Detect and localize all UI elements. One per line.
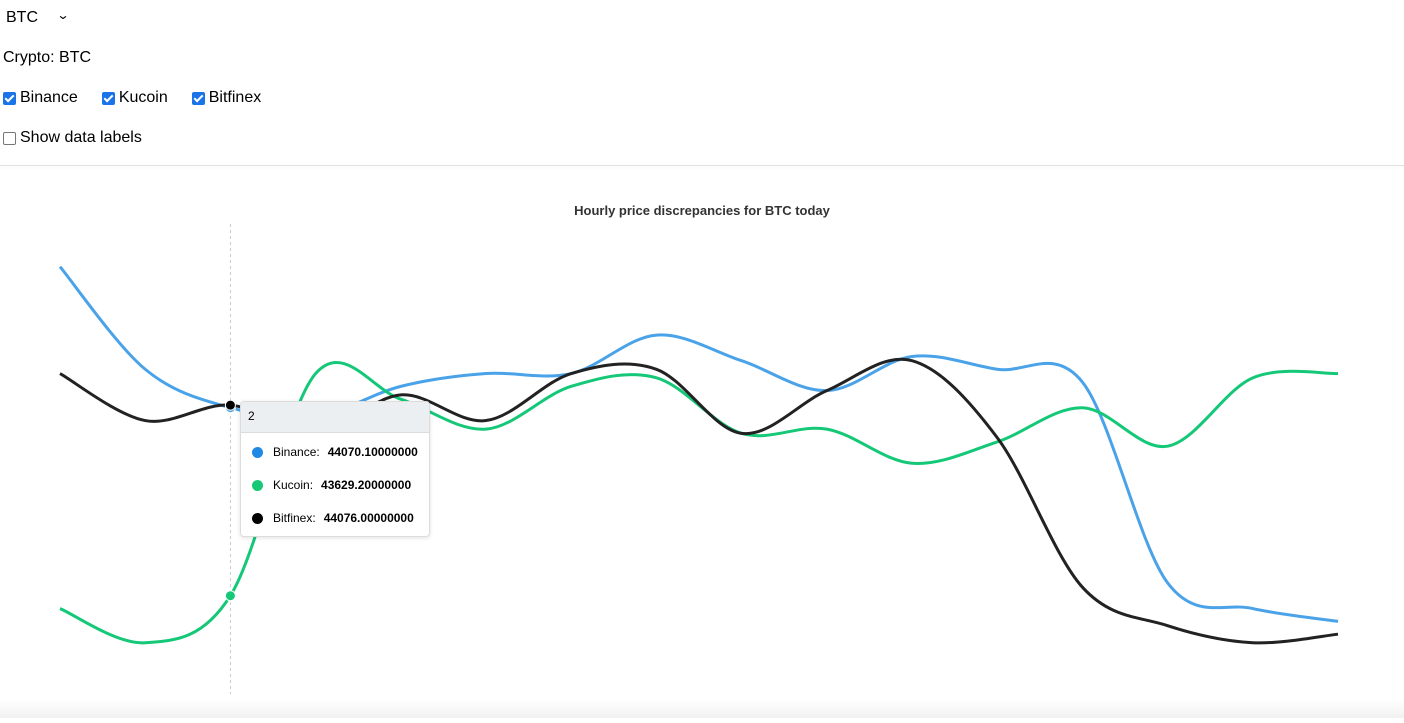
show-data-labels-row: Show data labels <box>3 129 166 147</box>
checkbox-unchecked-icon[interactable] <box>3 131 16 145</box>
exchange-checkbox-kucoin[interactable]: Kucoin <box>101 89 168 107</box>
chart-container: Hourly price discrepancies for BTC today <box>0 166 1404 718</box>
crypto-select[interactable]: BTC ⌄ <box>6 8 76 28</box>
chart-title: Hourly price discrepancies for BTC today <box>574 203 831 218</box>
tooltip-title: 2 <box>241 402 429 433</box>
page-bottom-shade <box>0 700 1404 718</box>
tooltip-series-name: Binance: <box>273 445 320 459</box>
exchange-checkbox-bitfinex[interactable]: Bitfinex <box>191 89 262 107</box>
crypto-select-value: BTC <box>6 9 38 26</box>
exchange-label: Bitfinex <box>208 89 262 106</box>
checkbox-checked-icon[interactable] <box>3 91 16 105</box>
price-chart: Hourly price discrepancies for BTC today <box>58 203 1339 694</box>
tooltip-series-name: Kucoin: <box>273 478 314 492</box>
series-color-dot <box>252 446 263 458</box>
series-color-dot <box>252 512 263 524</box>
tooltip-series-name: Bitfinex: <box>273 511 316 525</box>
tooltip-row-binance: Binance: 44070.10000000 <box>252 445 418 459</box>
hover-point-kucoin[interactable] <box>224 590 236 602</box>
exchange-label: Kucoin <box>118 89 168 106</box>
tooltip-row-bitfinex: Bitfinex: 44076.00000000 <box>252 511 414 525</box>
show-data-labels-label: Show data labels <box>20 129 142 146</box>
exchange-checkboxes: Binance Kucoin Bitfinex <box>3 89 285 107</box>
hover-point-bitfinex[interactable] <box>224 399 236 411</box>
controls-panel: BTC ⌄ Crypto: BTC Binance Kucoin Bitfine… <box>0 0 1404 166</box>
checkbox-checked-icon[interactable] <box>191 91 205 105</box>
tooltip-row-kucoin: Kucoin: 43629.20000000 <box>252 478 411 492</box>
crypto-label: Crypto: BTC <box>3 49 92 66</box>
checkbox-checked-icon[interactable] <box>101 91 115 105</box>
tooltip-series-value: 43629.20000000 <box>321 478 412 492</box>
chart-tooltip: 2 Binance: 44070.10000000 Kucoin: 43629.… <box>240 401 430 537</box>
tooltip-series-value: 44070.10000000 <box>327 445 418 459</box>
exchange-checkbox-binance[interactable]: Binance <box>3 89 78 107</box>
exchange-label: Binance <box>20 89 78 106</box>
series-color-dot <box>252 479 263 491</box>
divider <box>0 165 1404 166</box>
show-data-labels-checkbox[interactable]: Show data labels <box>3 129 142 147</box>
chevron-down-icon: ⌄ <box>56 8 70 22</box>
tooltip-series-value: 44076.00000000 <box>323 511 414 525</box>
